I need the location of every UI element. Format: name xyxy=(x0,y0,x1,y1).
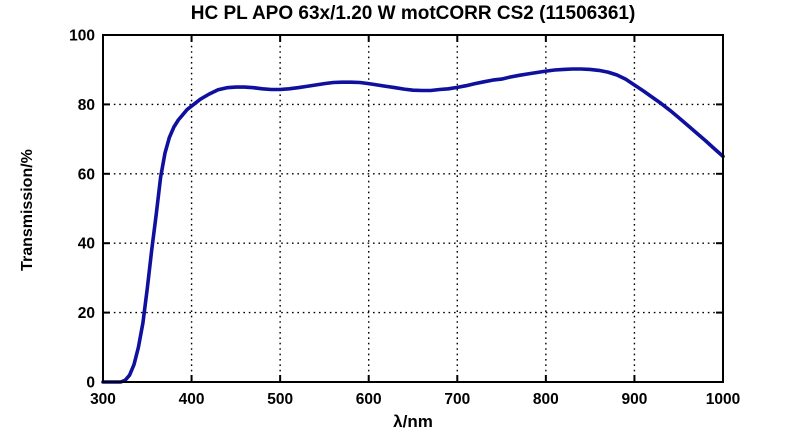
x-tick-label: 400 xyxy=(179,391,205,408)
x-axis-label: λ/nm xyxy=(393,412,433,431)
y-tick-label: 40 xyxy=(78,236,95,253)
y-tick-label: 0 xyxy=(86,375,95,392)
x-tick-label: 600 xyxy=(356,391,382,408)
transmission-curve xyxy=(101,67,725,384)
x-tick-label: 900 xyxy=(621,391,647,408)
y-tick-label: 60 xyxy=(78,166,95,183)
x-tick-label: 800 xyxy=(533,391,559,408)
chart-title: HC PL APO 63x/1.20 W motCORR CS2 (115063… xyxy=(190,3,636,24)
x-tick-label: 700 xyxy=(444,391,470,408)
x-tick-label: 1000 xyxy=(706,391,740,408)
x-tick-label: 500 xyxy=(267,391,293,408)
y-tick-label: 20 xyxy=(78,305,95,322)
y-tick-label: 100 xyxy=(69,28,95,45)
x-tick-label: 300 xyxy=(90,391,116,408)
y-tick-label: 80 xyxy=(78,97,95,114)
plot-border xyxy=(102,34,724,383)
